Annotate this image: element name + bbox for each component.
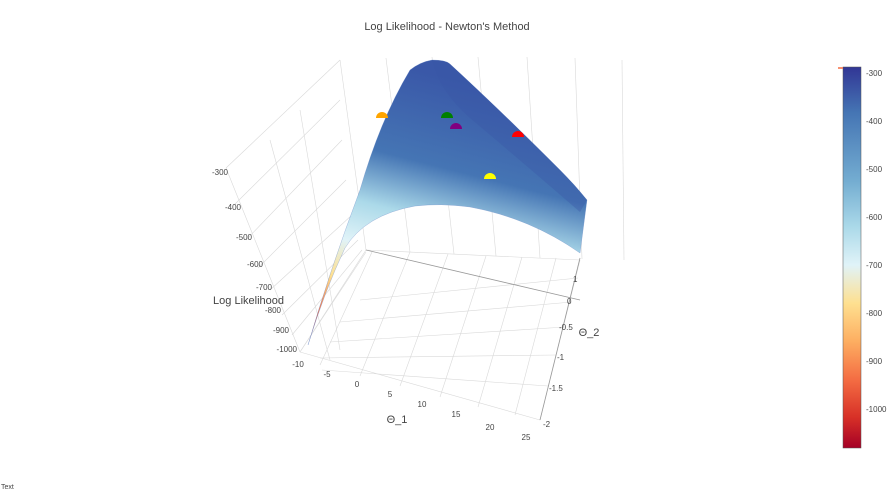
z-tick: -1000 <box>277 345 298 354</box>
newton-point <box>376 112 388 118</box>
newton-point <box>484 173 496 179</box>
colorbar-ticks: -300 -400 -500 -600 -700 -800 -900 -1000 <box>866 69 887 414</box>
colorbar-tick: -400 <box>866 117 883 126</box>
newton-point <box>441 112 453 118</box>
x-axis-ticks: -10 -5 0 5 10 15 20 25 <box>292 360 531 442</box>
z-tick: -900 <box>273 326 290 335</box>
surface-mesh <box>307 59 588 346</box>
x-axis-label: Θ_1 <box>387 414 408 426</box>
z-tick: -800 <box>265 306 282 315</box>
x-tick: -10 <box>292 360 304 369</box>
y-tick: -1.5 <box>549 384 563 393</box>
z-tick: -300 <box>212 168 229 177</box>
y-tick: 0 <box>567 297 572 306</box>
newton-point <box>512 131 524 137</box>
x-tick: 25 <box>522 433 531 442</box>
x-tick: 20 <box>486 423 495 432</box>
colorbar <box>842 66 862 449</box>
colorbar-tick: -900 <box>866 357 883 366</box>
colorbar-tick: -300 <box>866 69 883 78</box>
z-tick: -500 <box>236 233 253 242</box>
chart-title: Log Likelihood - Newton's Method <box>364 21 529 33</box>
colorbar-tick: -800 <box>866 309 883 318</box>
colorbar-tick: -600 <box>866 213 883 222</box>
colorbar-tick: -700 <box>866 261 883 270</box>
newton-points <box>376 112 524 179</box>
z-axis-label: Log Likelihood <box>213 295 284 307</box>
newton-point <box>450 123 462 129</box>
z-axis-ticks: -300 -400 -500 -600 -700 -800 -900 -1000 <box>212 168 298 354</box>
z-tick: -400 <box>225 203 242 212</box>
colorbar-tick: -500 <box>866 165 883 174</box>
x-tick: 5 <box>388 390 393 399</box>
colorbar-tick: -1000 <box>866 405 887 414</box>
y-axis-ticks: 1 0 -0.5 -1 -1.5 -2 <box>543 275 578 429</box>
y-tick: -1 <box>557 353 565 362</box>
x-tick: 10 <box>418 400 427 409</box>
y-tick: -0.5 <box>559 323 573 332</box>
x-tick: -5 <box>323 370 331 379</box>
axis-lines <box>365 249 581 421</box>
surface-ridge-shade <box>432 60 587 212</box>
y-tick: -2 <box>543 420 551 429</box>
x-tick: 15 <box>452 410 461 419</box>
y-tick: 1 <box>573 275 578 284</box>
y-axis-label: Θ_2 <box>579 327 600 339</box>
z-tick: -700 <box>256 283 273 292</box>
grid-lines <box>225 56 625 421</box>
corner-text: Text <box>1 484 14 491</box>
z-tick: -600 <box>247 260 264 269</box>
x-tick: 0 <box>355 380 360 389</box>
